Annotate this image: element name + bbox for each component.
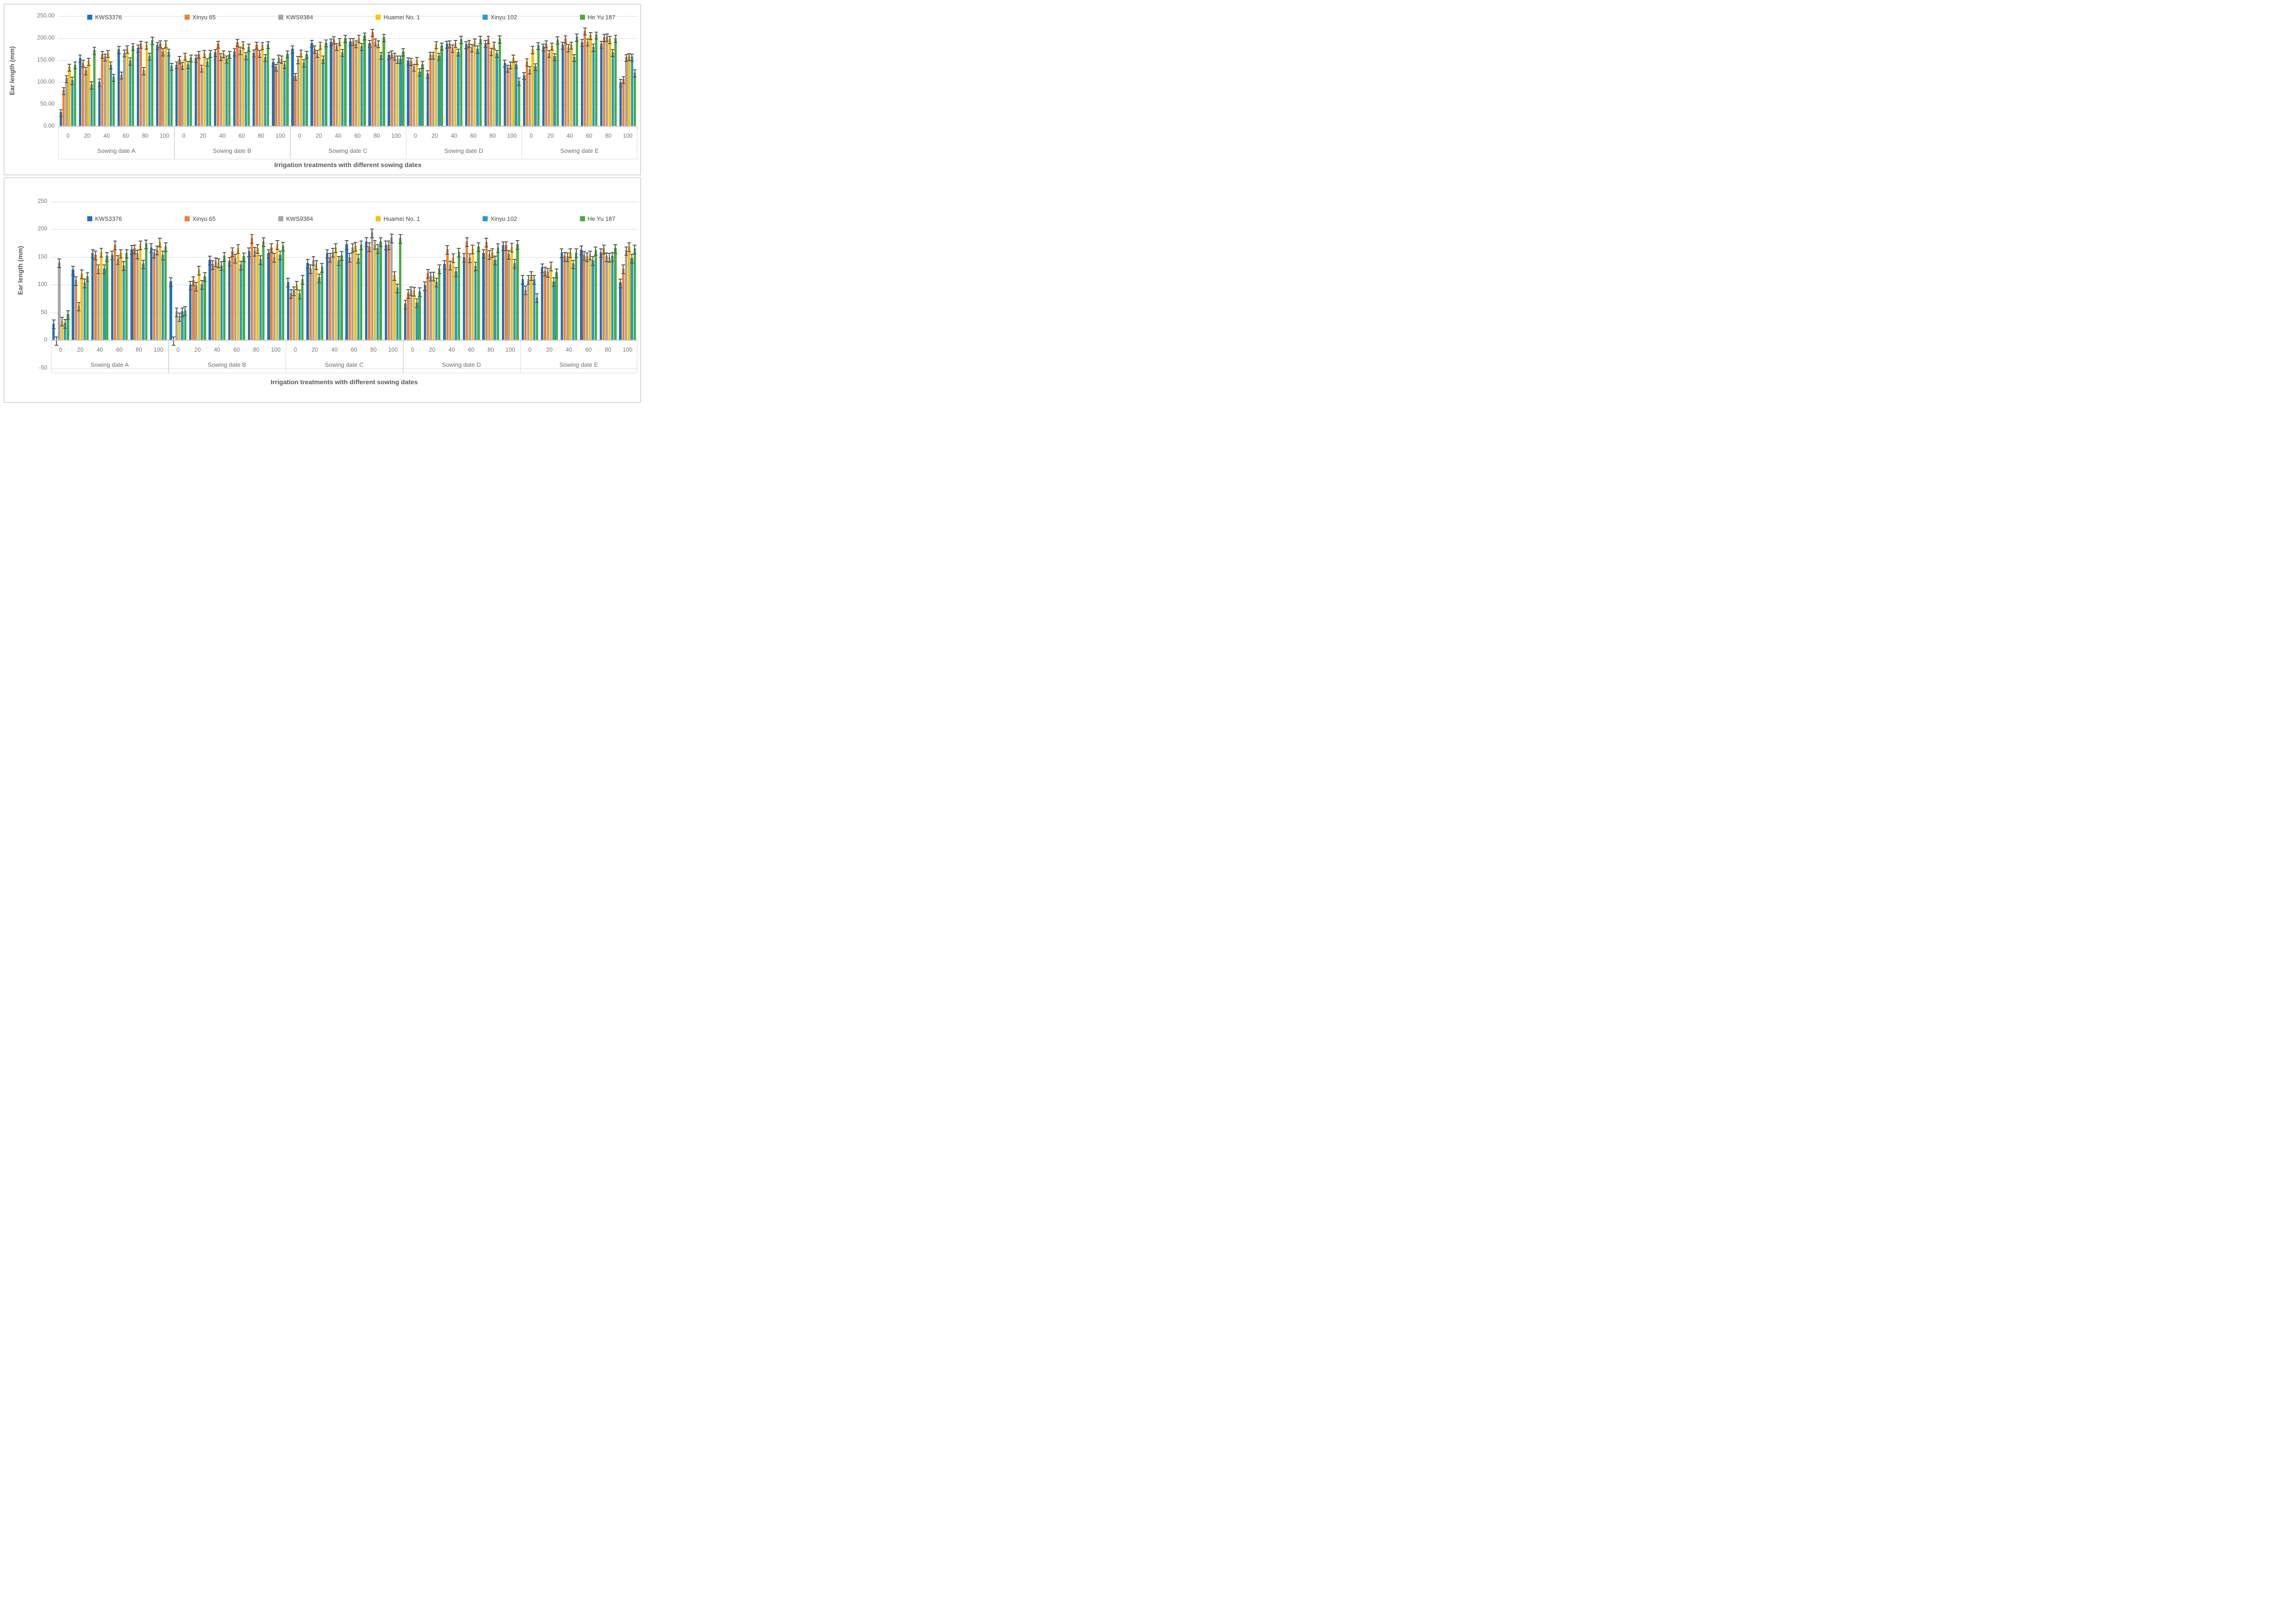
figure-canvas: 250.00 200.00 150.00 100.00 50.00 0.00 0 20 40 60… [0, 0, 644, 404]
top-chart-panel [4, 4, 641, 175]
bottom-chart-panel [4, 177, 641, 403]
